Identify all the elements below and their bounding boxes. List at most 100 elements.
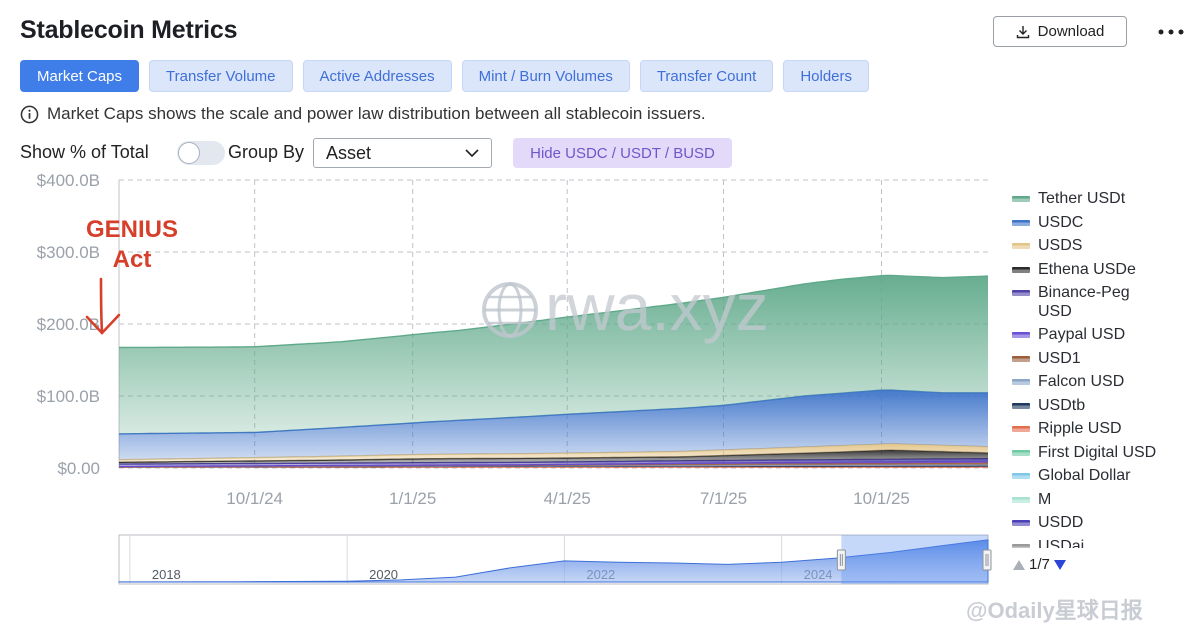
legend-label: First Digital USD	[1038, 443, 1157, 461]
legend-swatch	[1012, 543, 1030, 548]
y-tick-label: $300.0B	[37, 243, 100, 262]
legend-item[interactable]: M	[1012, 491, 1187, 510]
annotation-line-2: Act	[112, 246, 152, 273]
overview-area	[118, 539, 989, 583]
legend-item[interactable]: Paypal USD	[1012, 326, 1187, 345]
chart-controls: Show % of Total Group By Asset Hide USDC…	[20, 138, 740, 168]
legend-label: USDai	[1038, 537, 1085, 549]
legend-label: Global Dollar	[1038, 467, 1131, 484]
x-tick-label: 10/1/24	[226, 489, 283, 508]
legend-label: Binance-Peg USD	[1038, 284, 1130, 320]
range-handle-right[interactable]	[982, 549, 992, 571]
overview-tick-label: 2018	[152, 567, 181, 582]
more-options-button[interactable]	[1156, 18, 1186, 46]
y-axis: $400.0B $300.0B $200.0B $100.0B $0.00	[37, 171, 100, 478]
legend-swatch	[1012, 355, 1030, 362]
y-tick-label: $100.0B	[37, 387, 100, 406]
odaily-watermark: @Odaily星球日报	[966, 598, 1143, 623]
x-tick-label: 1/1/25	[389, 489, 436, 508]
area-series-8[interactable]	[119, 390, 988, 460]
legend-item[interactable]: Ethena USDe	[1012, 261, 1187, 280]
legend-item[interactable]: Ripple USD	[1012, 420, 1187, 439]
legend-item[interactable]: Global Dollar	[1012, 467, 1187, 486]
x-tick-label: 4/1/25	[544, 489, 591, 508]
legend-label: Paypal USD	[1038, 326, 1126, 343]
legend-item[interactable]: USDD	[1012, 514, 1187, 533]
legend-next-page-icon[interactable]	[1053, 559, 1067, 571]
y-tick-label: $200.0B	[37, 315, 100, 334]
metric-tabs: Market Caps Transfer Volume Active Addre…	[20, 60, 870, 92]
show-percent-toggle[interactable]	[177, 141, 225, 165]
legend-swatch	[1012, 379, 1030, 385]
annotation-line-1: GENIUS	[86, 216, 179, 243]
genius-act-annotation: GENIUS Act	[85, 215, 179, 339]
legend-swatch	[1012, 520, 1030, 526]
info-row: Market Caps shows the scale and power la…	[20, 104, 706, 124]
download-icon	[1016, 25, 1029, 38]
legend-label: Ripple USD	[1038, 420, 1122, 437]
range-handle-left[interactable]	[836, 549, 846, 571]
legend-item[interactable]: USDS	[1012, 237, 1187, 256]
tab-holders[interactable]: Holders	[783, 60, 870, 92]
legend-label: USDS	[1038, 237, 1083, 254]
legend-pager: 1/7	[1012, 556, 1067, 573]
legend-item[interactable]: First Digital USD	[1012, 444, 1187, 463]
legend-prev-page-icon[interactable]	[1012, 559, 1026, 571]
y-tick-label: $0.00	[57, 459, 100, 478]
chart-areas	[118, 274, 989, 468]
legend-swatch	[1012, 219, 1030, 226]
download-label: Download	[1037, 23, 1105, 40]
legend-label: Tether USDt	[1038, 190, 1126, 207]
tab-active-addresses[interactable]: Active Addresses	[302, 60, 452, 92]
legend-item[interactable]: USD1	[1012, 350, 1187, 369]
legend-label: USDC	[1038, 213, 1084, 231]
page-title: Stablecoin Metrics	[20, 16, 238, 44]
x-tick-label: 10/1/25	[853, 489, 910, 508]
legend-swatch	[1012, 426, 1030, 432]
info-text: Market Caps shows the scale and power la…	[47, 104, 706, 123]
group-by-label: Group By	[228, 142, 305, 162]
legend-swatch	[1012, 402, 1030, 409]
legend-item[interactable]: Tether USDt	[1012, 190, 1187, 209]
overview-selection[interactable]	[841, 535, 988, 584]
legend-page-indicator: 1/7	[1029, 556, 1050, 573]
legend-swatch	[1012, 449, 1030, 456]
legend-label: USD1	[1038, 349, 1081, 367]
legend-item[interactable]: Falcon USD	[1012, 373, 1187, 392]
chevron-down-icon	[465, 148, 479, 157]
legend-swatch	[1012, 473, 1030, 479]
toggle-knob	[178, 142, 200, 164]
legend-swatch	[1012, 243, 1030, 249]
group-by-select[interactable]: Asset	[313, 138, 492, 168]
tab-transfer-volume[interactable]: Transfer Volume	[149, 60, 293, 92]
legend-swatch	[1012, 496, 1030, 503]
tab-mint-burn-volumes[interactable]: Mint / Burn Volumes	[461, 60, 630, 92]
download-button[interactable]: Download	[993, 16, 1127, 47]
x-axis: 10/1/24 1/1/25 4/1/25 7/1/25 10/1/25	[226, 489, 910, 508]
watermark-text: rwa.xyz	[545, 270, 769, 344]
legend-swatch	[1012, 196, 1030, 202]
y-tick-label: $400.0B	[37, 171, 100, 190]
overview-tick-label: 2020	[369, 567, 398, 582]
legend-swatch	[1012, 266, 1030, 273]
legend-label: Falcon USD	[1038, 373, 1125, 390]
legend-label: USDD	[1038, 514, 1084, 531]
area-series-line-9	[119, 274, 989, 349]
tab-market-caps[interactable]: Market Caps	[20, 60, 140, 92]
range-overview[interactable]: 2018202020222024	[118, 534, 992, 585]
hide-majors-button[interactable]: Hide USDC / USDT / BUSD	[513, 138, 732, 168]
legend-swatch	[1012, 332, 1030, 338]
legend-item[interactable]: USDC	[1012, 214, 1187, 233]
area-series-9[interactable]	[119, 275, 988, 434]
legend-item[interactable]: USDtb	[1012, 397, 1187, 416]
legend-label: M	[1038, 490, 1052, 508]
rwa-watermark: rwa.xyz	[482, 270, 769, 344]
group-by-value: Asset	[326, 142, 372, 163]
globe-icon	[482, 282, 538, 338]
legend-item[interactable]: USDai	[1012, 537, 1187, 549]
legend-item[interactable]: Binance-Peg USD	[1012, 284, 1187, 321]
ellipsis-icon	[1158, 29, 1184, 35]
legend-label: USDtb	[1038, 396, 1086, 414]
tab-transfer-count[interactable]: Transfer Count	[639, 60, 774, 92]
